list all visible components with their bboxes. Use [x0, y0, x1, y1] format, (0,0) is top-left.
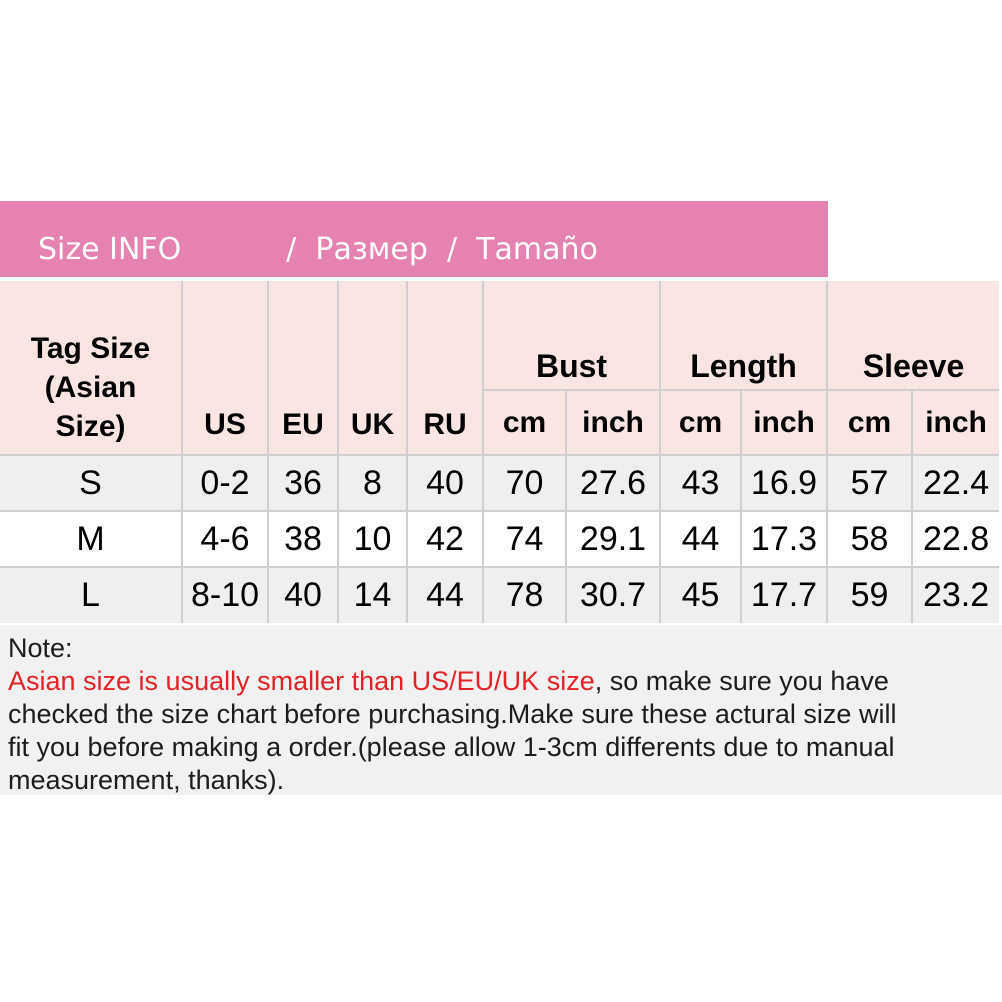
tag-size-header-line: (Asian	[44, 371, 137, 404]
header-bust-inch: inch	[564, 389, 662, 456]
cell-l-ru: 44	[406, 566, 484, 624]
tag-size-header-line: Size)	[55, 410, 126, 443]
row-label-m: M	[0, 510, 183, 568]
header-sleeve: Sleeve	[826, 280, 1001, 391]
note-line-1: Asian size is usually smaller than US/EU…	[8, 665, 994, 698]
cell-m-sleeve-cm: 58	[826, 510, 914, 568]
tag-size-header-line: Tag Size	[30, 332, 151, 365]
cell-s-ru: 40	[406, 454, 484, 512]
cell-s-bust-inch: 27.6	[564, 454, 662, 512]
cell-m-length-inch: 17.3	[740, 510, 829, 568]
cell-m-uk: 10	[337, 510, 408, 568]
cell-s-uk: 8	[337, 454, 408, 512]
header-length: Length	[659, 280, 829, 391]
tag-size-header: Tag Size (Asian Size)	[0, 280, 183, 456]
cell-m-sleeve-inch: 22.8	[911, 510, 1001, 568]
row-label-s: S	[0, 454, 183, 512]
header-bust-cm: cm	[482, 389, 567, 456]
cell-l-length-cm: 45	[659, 566, 743, 624]
note-label: Note:	[8, 633, 73, 663]
row-label-l: L	[0, 566, 183, 624]
cell-m-eu: 38	[267, 510, 339, 568]
cell-m-length-cm: 44	[659, 510, 743, 568]
header-us: US	[181, 280, 269, 456]
note-line-1-rest: , so make sure you have	[594, 666, 889, 696]
header-bust: Bust	[481, 280, 662, 391]
cell-m-us: 4-6	[181, 510, 269, 568]
size-info-banner: Size INFO / Размер / Тamaño	[0, 201, 828, 277]
cell-l-eu: 40	[267, 566, 339, 624]
cell-s-us: 0-2	[181, 454, 269, 512]
table-row-m: M 4-6 38 10 42 74 29.1 44 17.3 58 22.8	[0, 510, 1001, 568]
cell-l-uk: 14	[337, 566, 408, 624]
banner-title: Size INFO / Размер / Тamaño	[38, 231, 598, 267]
header-length-inch: inch	[740, 389, 829, 456]
cell-l-us: 8-10	[181, 566, 269, 624]
table-row-l: L 8-10 40 14 44 78 30.7 45 17.7 59 23.2	[0, 566, 1001, 624]
note-line-4: measurement, thanks).	[8, 765, 285, 795]
cell-l-bust-cm: 78	[482, 566, 567, 624]
cell-s-length-cm: 43	[659, 454, 743, 512]
table-row-s: S 0-2 36 8 40 70 27.6 43 16.9 57 22.4	[0, 454, 1001, 512]
table-header-row-units: cm inch cm inch cm inch	[0, 389, 1001, 456]
cell-m-bust-cm: 74	[482, 510, 567, 568]
cell-s-bust-cm: 70	[482, 454, 567, 512]
cell-s-length-inch: 16.9	[740, 454, 829, 512]
cell-m-ru: 42	[406, 510, 484, 568]
header-length-cm: cm	[659, 389, 743, 456]
cell-l-length-inch: 17.7	[740, 566, 829, 624]
cell-l-sleeve-inch: 23.2	[911, 566, 1001, 624]
note-line-3: fit you before making a order.(please al…	[8, 732, 895, 762]
note-section: Note: Asian size is usually smaller than…	[0, 625, 1002, 795]
header-eu: EU	[267, 280, 339, 456]
header-uk: UK	[337, 280, 408, 456]
cell-s-sleeve-inch: 22.4	[911, 454, 1001, 512]
header-ru: RU	[406, 280, 484, 456]
header-sleeve-inch: inch	[911, 389, 1001, 456]
size-table: Tag Size (Asian Size) US EU UK RU Bust L…	[0, 280, 1001, 624]
note-red-warning: Asian size is usually smaller than US/EU…	[8, 666, 595, 696]
cell-m-bust-inch: 29.1	[564, 510, 662, 568]
table-header-row-groups: Tag Size (Asian Size) US EU UK RU Bust L…	[0, 280, 1001, 456]
cell-l-sleeve-cm: 59	[826, 566, 914, 624]
cell-l-bust-inch: 30.7	[564, 566, 662, 624]
cell-s-eu: 36	[267, 454, 339, 512]
cell-s-sleeve-cm: 57	[826, 454, 914, 512]
header-sleeve-cm: cm	[826, 389, 914, 456]
note-line-2: checked the size chart before purchasing…	[8, 699, 897, 729]
